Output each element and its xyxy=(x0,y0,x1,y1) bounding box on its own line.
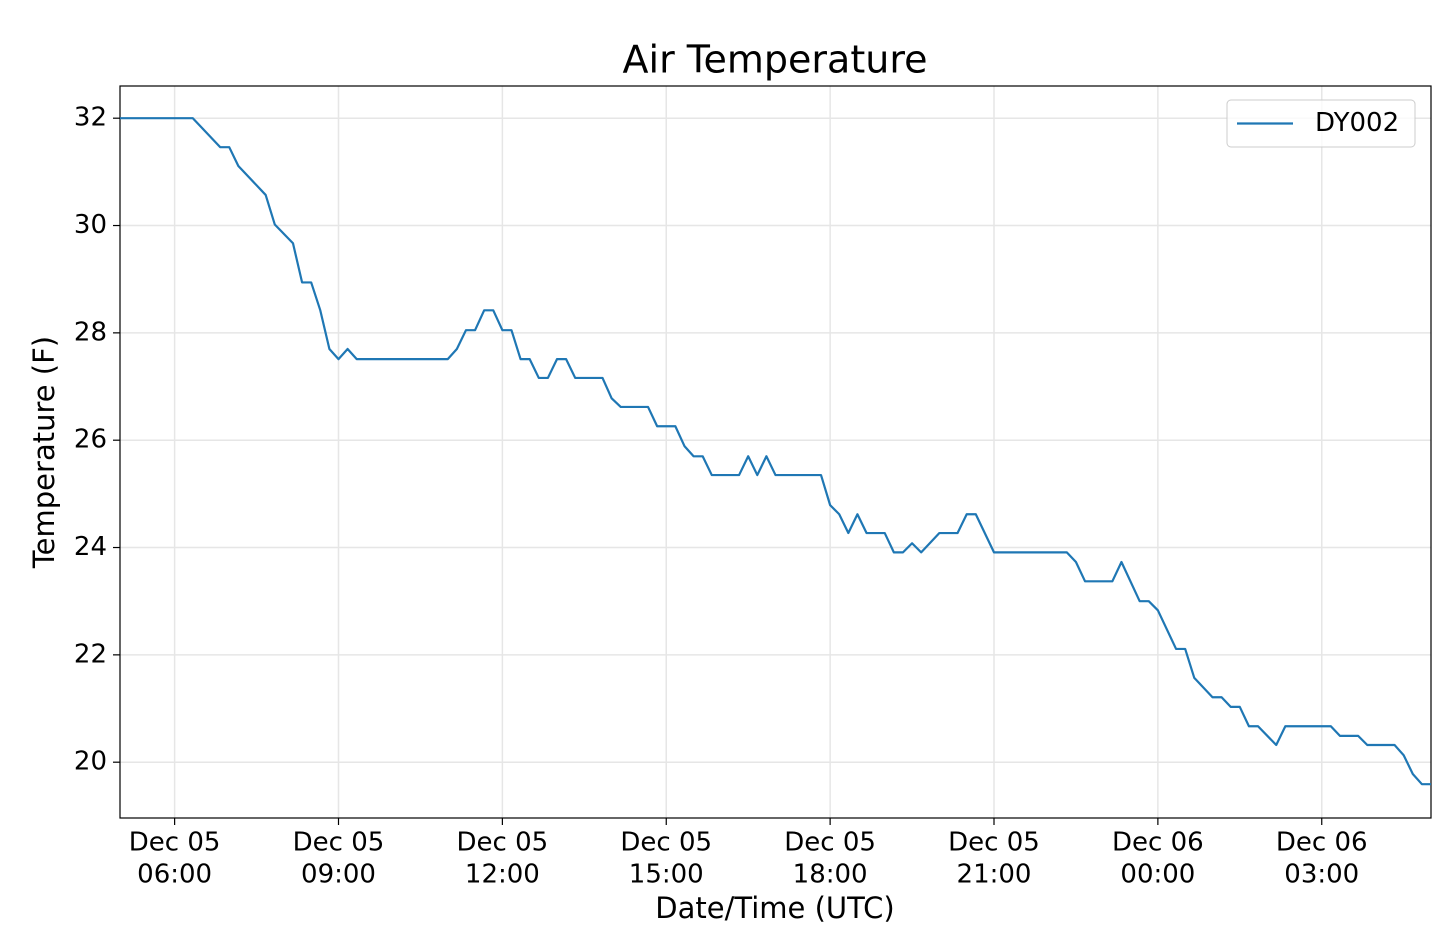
chart-title: Air Temperature xyxy=(623,38,928,82)
x-tick-label: 21:00 xyxy=(957,860,1032,890)
x-tick-label: 06:00 xyxy=(137,860,212,890)
x-tick-label: Dec 05 xyxy=(293,828,385,858)
y-tick-label: 26 xyxy=(74,425,107,455)
x-tick-label: 12:00 xyxy=(465,860,540,890)
x-tick-label: Dec 06 xyxy=(1276,828,1368,858)
y-tick-label: 28 xyxy=(74,317,107,347)
x-tick-label: 03:00 xyxy=(1284,860,1359,890)
y-tick-label: 20 xyxy=(74,747,107,777)
y-tick-label: 32 xyxy=(74,103,107,133)
data-line xyxy=(120,117,1431,786)
x-axis-label: Date/Time (UTC) xyxy=(655,891,894,925)
x-tick-label: Dec 05 xyxy=(129,828,221,858)
x-tick-label: 15:00 xyxy=(629,860,704,890)
x-tick-label: Dec 06 xyxy=(1112,828,1204,858)
plot-frame xyxy=(119,85,1432,819)
x-tick-label: Dec 05 xyxy=(620,828,712,858)
x-tick-label: Dec 05 xyxy=(948,828,1040,858)
y-tick-label: 24 xyxy=(74,532,107,562)
x-tick-label: 09:00 xyxy=(301,860,376,890)
legend-label: DY002 xyxy=(1315,108,1399,138)
y-tick-label: 22 xyxy=(74,639,107,669)
legend-box xyxy=(1226,99,1416,148)
x-tick-label: Dec 05 xyxy=(457,828,549,858)
x-tick-label: 18:00 xyxy=(793,860,868,890)
y-axis-label: Temperature (F) xyxy=(27,336,61,569)
x-tick-label: 00:00 xyxy=(1120,860,1195,890)
x-tick-label: Dec 05 xyxy=(784,828,876,858)
y-tick-label: 30 xyxy=(74,210,107,240)
